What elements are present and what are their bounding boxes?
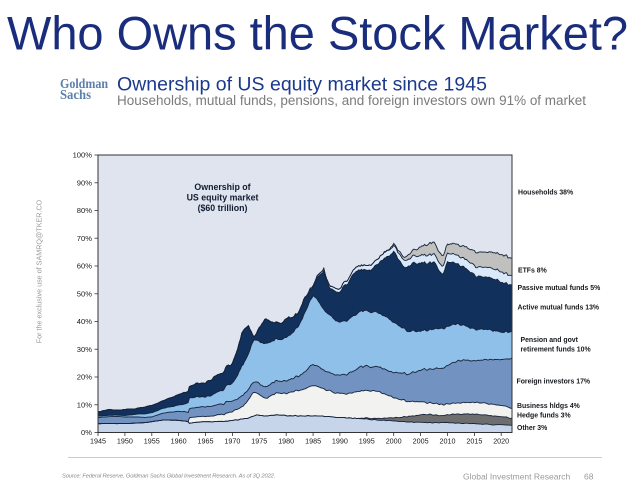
svg-text:1965: 1965 [198, 437, 214, 446]
svg-text:20%: 20% [77, 373, 92, 382]
svg-text:2000: 2000 [386, 437, 402, 446]
svg-text:60%: 60% [77, 262, 92, 271]
svg-text:1985: 1985 [305, 437, 321, 446]
svg-text:Households 38%: Households 38% [518, 189, 573, 196]
svg-text:Ownership of US equity market: Ownership of US equity market since 1945 [117, 74, 487, 96]
svg-text:Goldman: Goldman [60, 76, 108, 91]
svg-text:1955: 1955 [144, 437, 160, 446]
svg-text:1975: 1975 [251, 437, 267, 446]
svg-text:1990: 1990 [332, 437, 348, 446]
svg-text:2015: 2015 [466, 437, 482, 446]
svg-text:Foreign investors 17%: Foreign investors 17% [517, 379, 591, 386]
svg-text:For the exclusive use of SAMRQ: For the exclusive use of SAMRQ@TKER.CO [35, 199, 44, 343]
svg-text:10%: 10% [77, 400, 92, 409]
svg-text:US equity market: US equity market [187, 193, 259, 203]
svg-text:90%: 90% [77, 178, 92, 187]
svg-text:Active mutual funds 13%: Active mutual funds 13% [518, 304, 600, 311]
svg-text:0%: 0% [81, 428, 92, 437]
svg-text:40%: 40% [77, 317, 92, 326]
svg-text:50%: 50% [77, 289, 92, 298]
svg-text:($60 trillion): ($60 trillion) [198, 203, 248, 213]
svg-text:1980: 1980 [278, 437, 294, 446]
svg-text:Households, mutual funds, pens: Households, mutual funds, pensions, and … [117, 93, 586, 108]
svg-text:70%: 70% [77, 234, 92, 243]
svg-text:2005: 2005 [413, 437, 429, 446]
svg-text:80%: 80% [77, 206, 92, 215]
svg-text:Ownership of: Ownership of [194, 182, 250, 192]
svg-text:100%: 100% [73, 151, 93, 160]
svg-text:Hedge funds 3%: Hedge funds 3% [517, 413, 571, 420]
svg-text:Who Owns the Stock Market?: Who Owns the Stock Market? [7, 7, 628, 60]
svg-text:1960: 1960 [171, 437, 187, 446]
svg-text:2020: 2020 [493, 437, 509, 446]
svg-text:68: 68 [584, 472, 594, 482]
svg-text:Source: Federal Reserve, Goldm: Source: Federal Reserve, Goldman Sachs G… [62, 474, 275, 480]
svg-text:Business hldgs 4%: Business hldgs 4% [517, 403, 580, 410]
svg-text:Other 3%: Other 3% [517, 425, 547, 432]
svg-text:Passive mutual funds 5%: Passive mutual funds 5% [518, 285, 601, 292]
svg-text:Sachs: Sachs [60, 87, 91, 102]
svg-text:retirement funds 10%: retirement funds 10% [521, 347, 591, 354]
svg-text:1945: 1945 [90, 437, 106, 446]
svg-text:1995: 1995 [359, 437, 375, 446]
svg-text:1970: 1970 [224, 437, 240, 446]
svg-text:Pension and govt: Pension and govt [521, 337, 579, 344]
svg-text:30%: 30% [77, 345, 92, 354]
svg-text:2010: 2010 [440, 437, 456, 446]
svg-text:1950: 1950 [117, 437, 133, 446]
svg-text:ETFs 8%: ETFs 8% [518, 267, 547, 274]
svg-text:Global Investment Research: Global Investment Research [463, 472, 571, 482]
